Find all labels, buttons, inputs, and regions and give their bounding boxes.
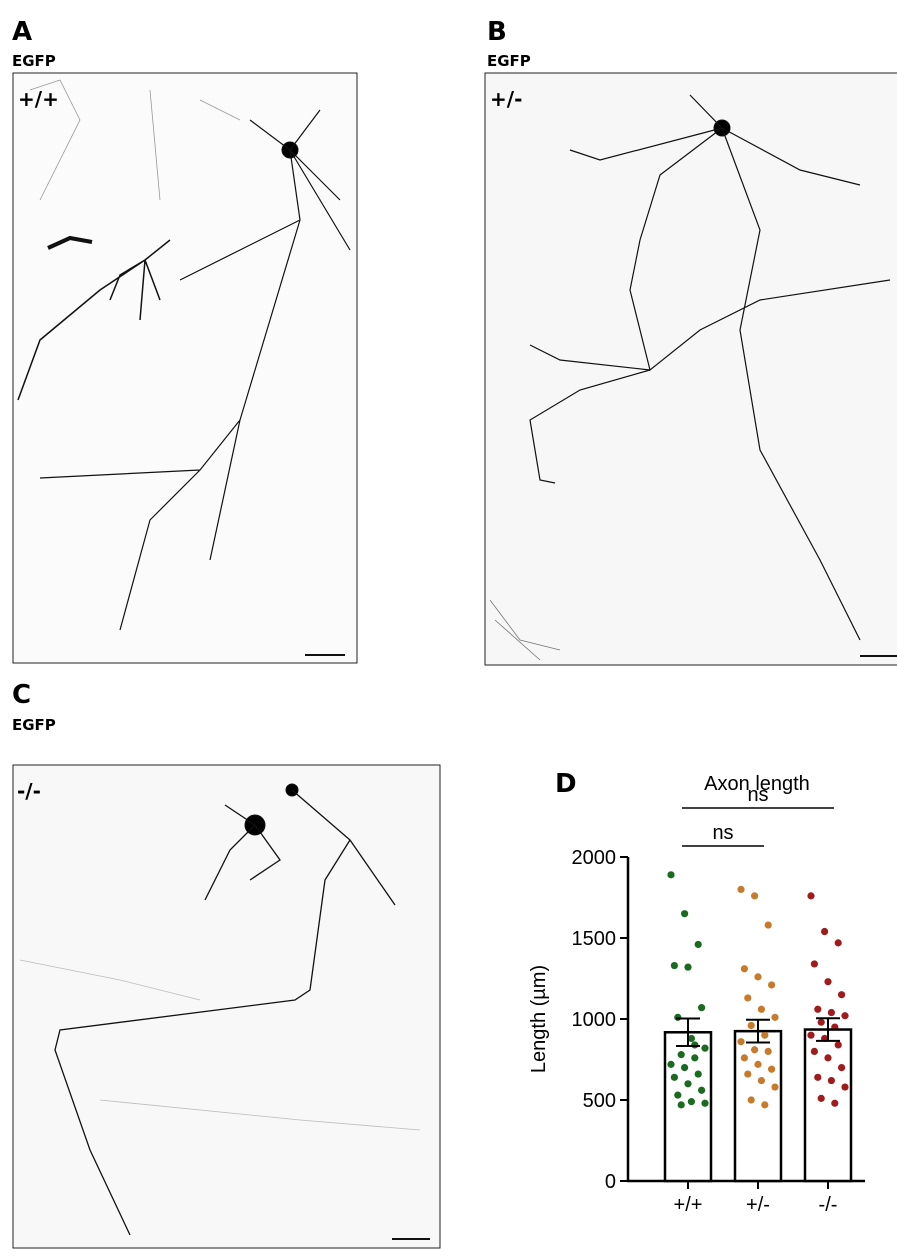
data-point [677,1051,685,1059]
x-tick-label: +/+ [674,1194,703,1216]
data-point [824,978,832,986]
data-point [701,1099,709,1107]
data-point [747,1096,755,1104]
data-point [740,965,749,973]
data-point [764,1047,772,1055]
data-point [737,1038,745,1046]
data-point [824,1054,832,1062]
micrograph-b [484,72,897,666]
genotype-label: -/- [17,779,41,803]
x-tick-label: +/- [746,1194,770,1216]
data-point [667,871,675,879]
data-point [841,1083,849,1091]
panel-letter: B [487,17,507,47]
data-point [814,1073,822,1081]
data-point [747,1021,755,1030]
data-point [754,1060,762,1068]
data-point [827,1008,836,1017]
data-point [810,960,819,968]
data-point [817,1094,825,1102]
data-point [698,1004,706,1012]
chart-title: Axon length [704,773,810,795]
data-point [817,1018,825,1026]
data-point [771,1013,779,1021]
data-point [810,1047,819,1055]
data-point [807,1031,815,1039]
y-tick-label: 2000 [572,847,617,869]
data-point [768,1065,776,1073]
genotype-label: +/- [490,87,522,111]
data-point [670,1073,679,1081]
error-bar [810,1017,846,1042]
data-point [834,1041,842,1049]
data-point [744,1070,752,1078]
data-point [674,1091,682,1099]
micrograph-a [12,72,358,664]
data-point [838,991,846,999]
data-point [681,910,689,918]
data-point [814,1005,822,1013]
data-point [757,1005,766,1013]
data-point [838,1064,846,1072]
data-point [841,1012,849,1020]
y-tick-label: 1000 [572,1009,617,1031]
significance-label: ns [712,822,733,844]
y-tick-label: 0 [605,1171,616,1193]
data-point [764,921,772,929]
bar [663,1031,713,1183]
data-point [674,1013,682,1021]
genotype-label: +/+ [18,87,59,111]
error-bar [740,1018,776,1044]
data-point [754,973,762,981]
data-point [768,981,776,989]
data-point [670,961,679,970]
panel-letter: C [12,680,31,710]
data-point [667,1060,675,1068]
data-point [687,1034,696,1043]
significance-label: ns [747,784,768,806]
data-point [751,892,759,900]
panel-label: EGFP [12,52,56,70]
data-point [757,1076,766,1085]
y-tick-label: 500 [583,1090,616,1112]
data-point [831,1099,839,1107]
panel-label: EGFP [12,716,56,734]
bar [733,1029,783,1183]
data-point [694,1070,702,1078]
panel-label: EGFP [487,52,531,70]
data-point [740,1054,749,1062]
micrograph-c [12,764,441,1249]
data-point [827,1076,836,1085]
data-point [821,927,829,936]
data-point [834,939,842,947]
data-point [687,1098,696,1106]
y-axis-label: Length (µm) [528,965,550,1073]
panel-letter: D [555,769,577,799]
data-point [751,1046,759,1054]
y-tick-label: 1500 [572,928,617,950]
panel-letter: A [12,17,32,47]
data-point [744,994,752,1002]
data-point [807,892,815,900]
data-point [681,1064,689,1072]
data-point [691,1041,699,1049]
data-point [684,963,692,971]
data-point [701,1044,709,1052]
data-point [737,885,745,894]
data-point [694,940,702,949]
data-point [677,1101,685,1109]
data-point [684,1080,692,1088]
data-point [761,1031,769,1039]
data-point [761,1101,769,1109]
data-point [691,1054,699,1062]
data-point [698,1086,706,1094]
error-bar [670,1017,706,1048]
x-tick-label: -/- [819,1194,838,1216]
data-point [771,1083,779,1091]
